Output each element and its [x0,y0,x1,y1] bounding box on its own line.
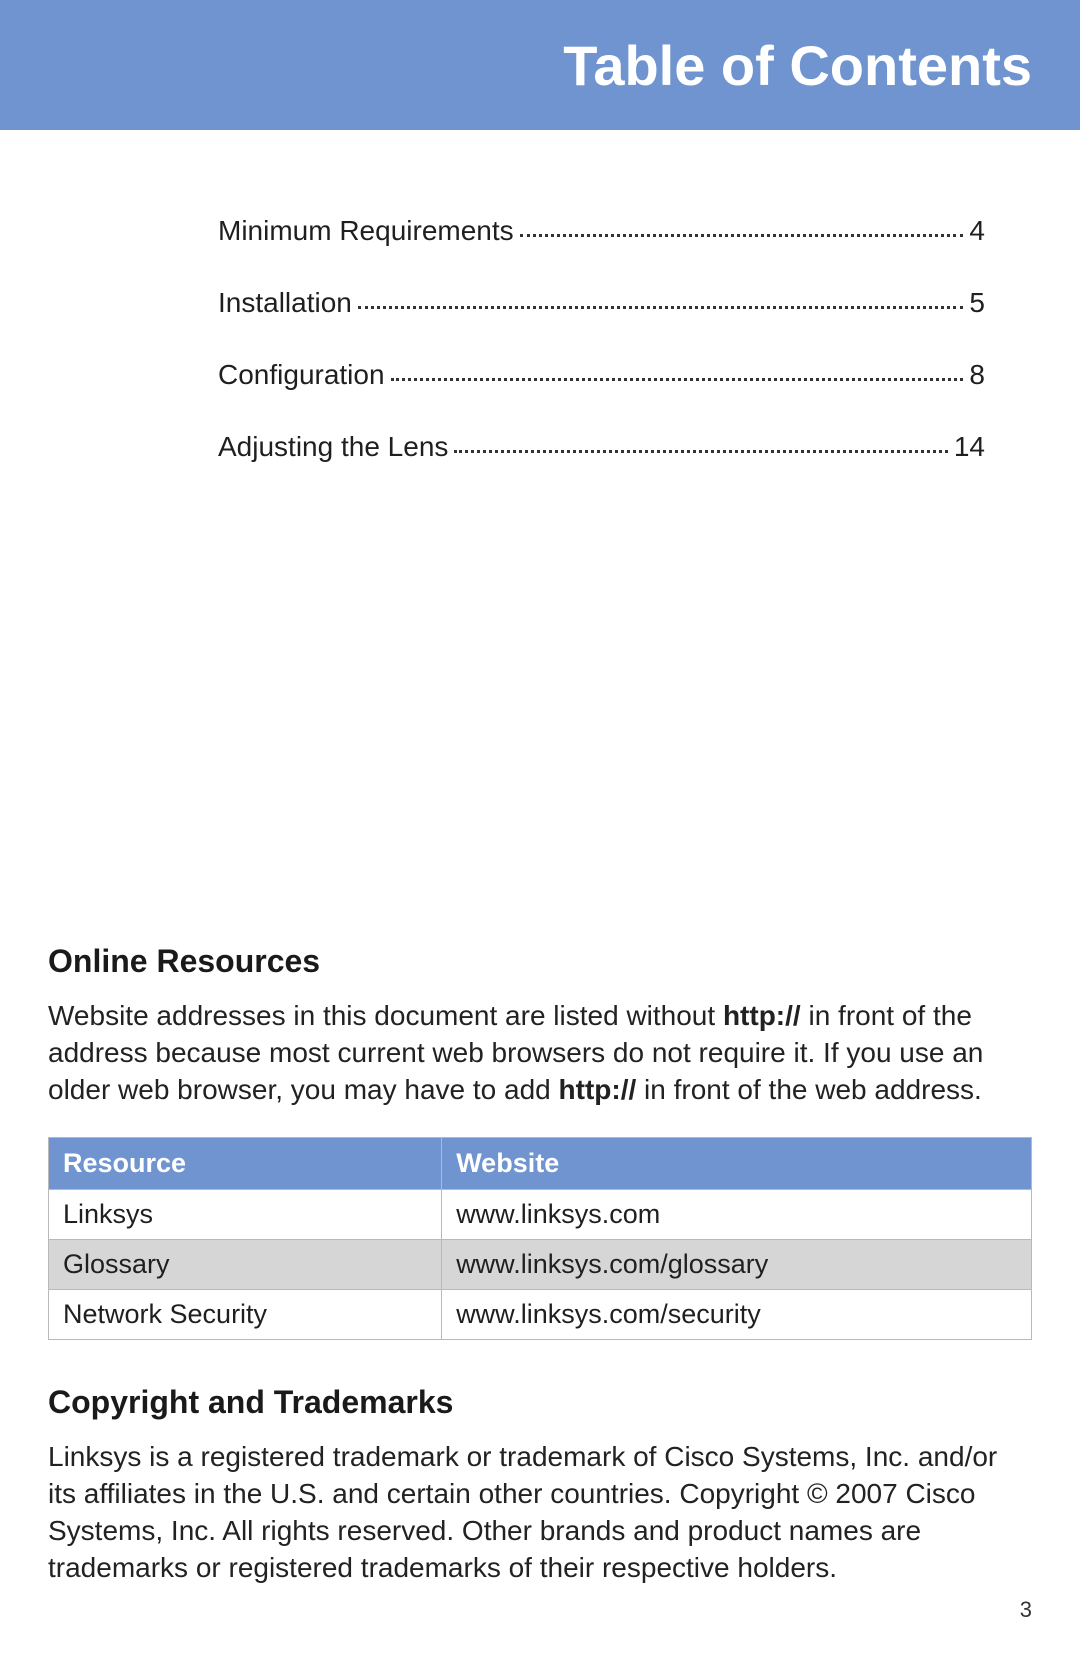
resources-table: Resource Website Linksys www.linksys.com… [48,1137,1032,1340]
copyright-text: Linksys is a registered trademark or tra… [48,1439,1032,1587]
toc-entry[interactable]: Installation 5 [218,287,985,319]
table-row: Glossary www.linksys.com/glossary [49,1239,1032,1289]
column-header-website: Website [442,1137,1032,1189]
page-title: Table of Contents [563,33,1032,98]
header-band: Table of Contents [0,0,1080,130]
toc-entry[interactable]: Configuration 8 [218,359,985,391]
toc-entry[interactable]: Minimum Requirements 4 [218,215,985,247]
cell-resource: Linksys [49,1189,442,1239]
toc-page: 14 [954,431,985,463]
toc-leader-dots [520,234,964,237]
column-header-resource: Resource [49,1137,442,1189]
toc-label: Minimum Requirements [218,215,514,247]
toc-label: Installation [218,287,352,319]
page-number: 3 [1020,1597,1032,1623]
online-resources-heading: Online Resources [48,943,1032,980]
toc-leader-dots [358,306,964,309]
cell-website: www.linksys.com/security [442,1289,1032,1339]
toc-entry[interactable]: Adjusting the Lens 14 [218,431,985,463]
toc-page: 4 [969,215,985,247]
lower-content: Online Resources Website addresses in th… [48,943,1032,1615]
toc-leader-dots [454,450,947,453]
toc-page: 8 [969,359,985,391]
copyright-heading: Copyright and Trademarks [48,1384,1032,1421]
cell-website: www.linksys.com/glossary [442,1239,1032,1289]
table-row: Linksys www.linksys.com [49,1189,1032,1239]
cell-resource: Glossary [49,1239,442,1289]
text-fragment: Website addresses in this document are l… [48,1000,723,1031]
online-resources-paragraph: Website addresses in this document are l… [48,998,1032,1109]
table-header-row: Resource Website [49,1137,1032,1189]
cell-resource: Network Security [49,1289,442,1339]
toc-leader-dots [391,378,964,381]
bold-http: http:// [723,1000,801,1031]
cell-website: www.linksys.com [442,1189,1032,1239]
bold-http: http:// [559,1074,637,1105]
text-fragment: in front of the web address. [636,1074,982,1105]
toc-page: 5 [969,287,985,319]
toc-label: Adjusting the Lens [218,431,448,463]
table-row: Network Security www.linksys.com/securit… [49,1289,1032,1339]
table-of-contents: Minimum Requirements 4 Installation 5 Co… [218,215,985,463]
toc-label: Configuration [218,359,385,391]
